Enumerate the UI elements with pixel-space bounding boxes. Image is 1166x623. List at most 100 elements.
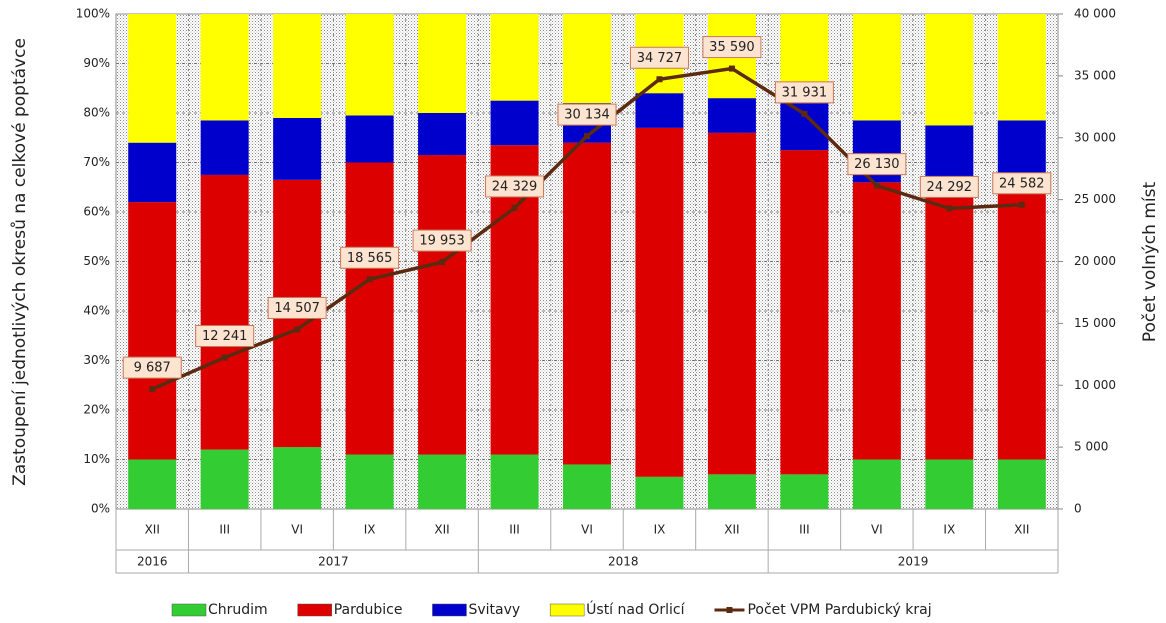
- y-axis-title: Zastoupení jednotlivých okresů na celkov…: [10, 38, 30, 486]
- x-tick-label: XII: [724, 523, 739, 537]
- y2-tick-label: 35 000: [1074, 68, 1116, 82]
- data-label-box: [702, 36, 762, 59]
- legend-swatch: [171, 603, 207, 617]
- line-marker: [584, 133, 590, 140]
- bar-segment: [273, 14, 322, 118]
- bar-segment: [780, 103, 829, 151]
- line-marker: [149, 386, 156, 393]
- data-label: 24 582: [999, 176, 1045, 191]
- bar-segment: [707, 98, 756, 133]
- y2-tick-label: 25 000: [1074, 192, 1116, 206]
- x-group-label: 2016: [137, 555, 168, 569]
- bar-segment: [997, 187, 1046, 460]
- bar-segment: [200, 174, 249, 450]
- bar-segment: [345, 14, 394, 116]
- bar-segment: [128, 14, 177, 143]
- x-tick-label: VI: [581, 523, 593, 537]
- data-label: 9 687: [134, 361, 171, 376]
- y2-tick-label: 10 000: [1074, 378, 1116, 392]
- legend-label: Počet VPM Pardubický kraj: [747, 602, 931, 618]
- y-tick-label: 70%: [83, 155, 110, 169]
- data-label: 18 565: [347, 251, 393, 266]
- legend-swatch: [726, 607, 733, 613]
- data-label: 34 727: [637, 51, 683, 66]
- bar-segment: [345, 115, 394, 163]
- line-marker: [1018, 201, 1025, 208]
- data-label-box: [340, 246, 400, 269]
- data-label-box: [919, 175, 979, 198]
- bar-segment: [490, 454, 539, 509]
- legend-swatch: [549, 603, 585, 617]
- legend-label: Ústí nad Orlicí: [586, 600, 685, 618]
- bar-segment: [490, 14, 539, 101]
- line-marker: [656, 76, 663, 83]
- data-label: 14 507: [274, 301, 320, 316]
- data-label: 24 292: [927, 180, 973, 195]
- y-tick-label: 80%: [83, 106, 110, 120]
- line-marker: [801, 110, 808, 117]
- x-tick-label: IX: [943, 523, 955, 537]
- bar-segment: [345, 162, 394, 455]
- bar-segment: [563, 464, 611, 509]
- bar-segment: [852, 182, 901, 460]
- data-label-box: [485, 175, 545, 198]
- legend-swatch: [432, 603, 467, 617]
- bar-segment: [273, 447, 322, 509]
- y-tick-label: 20%: [83, 403, 110, 417]
- data-label: 31 931: [782, 85, 828, 100]
- x-group-label: 2018: [608, 555, 639, 569]
- bar-segment: [925, 197, 974, 460]
- x-tick-label: XII: [434, 523, 449, 537]
- x-tick-label: XII: [1014, 523, 1029, 537]
- y2-axis-title: Počet volných míst: [1140, 182, 1160, 343]
- data-label-box: [629, 46, 689, 69]
- y-tick-label: 100%: [76, 7, 110, 21]
- x-tick-label: VI: [291, 523, 303, 537]
- x-tick-label: VI: [871, 523, 883, 537]
- data-label: 35 590: [709, 40, 755, 55]
- x-group-label: 2019: [898, 555, 929, 569]
- bar-segment: [563, 142, 611, 465]
- bar-segment: [635, 476, 684, 509]
- bar-segment: [418, 113, 467, 156]
- x-tick-label: IX: [364, 523, 376, 537]
- bar-segment: [780, 474, 829, 509]
- bar-segment: [128, 459, 177, 509]
- data-label: 12 241: [202, 329, 248, 344]
- line-marker: [728, 65, 735, 72]
- y-tick-label: 30%: [83, 353, 110, 367]
- y2-tick-label: 15 000: [1074, 316, 1116, 330]
- bar-segment: [128, 202, 177, 460]
- bar-segment: [200, 120, 249, 175]
- data-label: 30 134: [564, 108, 610, 123]
- x-tick-label: IX: [654, 523, 666, 537]
- data-label-box: [847, 153, 907, 176]
- y-tick-label: 10%: [83, 452, 110, 466]
- x-tick-label: III: [219, 523, 230, 537]
- bar-segment: [635, 93, 684, 128]
- bar-segment: [997, 14, 1046, 121]
- bar-segment: [635, 127, 684, 477]
- bar-segment: [273, 117, 322, 180]
- data-label-box: [412, 229, 472, 252]
- y2-tick-label: 40 000: [1074, 7, 1116, 21]
- data-label: 26 130: [854, 157, 900, 172]
- data-label: 24 329: [492, 179, 538, 194]
- y2-tick-label: 30 000: [1074, 130, 1116, 144]
- y-tick-label: 60%: [83, 205, 110, 219]
- bar-segment: [852, 459, 901, 509]
- data-label-box: [195, 325, 255, 348]
- bar-segment: [707, 132, 756, 475]
- line-marker: [221, 354, 228, 361]
- legend-label: Svitavy: [468, 602, 520, 618]
- bar-segment: [128, 142, 177, 203]
- x-tick-label: XII: [145, 523, 160, 537]
- data-label-box: [122, 356, 182, 379]
- x-tick-label: III: [799, 523, 810, 537]
- data-label-box: [992, 172, 1052, 195]
- line-marker: [873, 182, 880, 189]
- x-tick-label: III: [509, 523, 520, 537]
- bar-segment: [345, 454, 394, 509]
- bar-segment: [925, 14, 974, 126]
